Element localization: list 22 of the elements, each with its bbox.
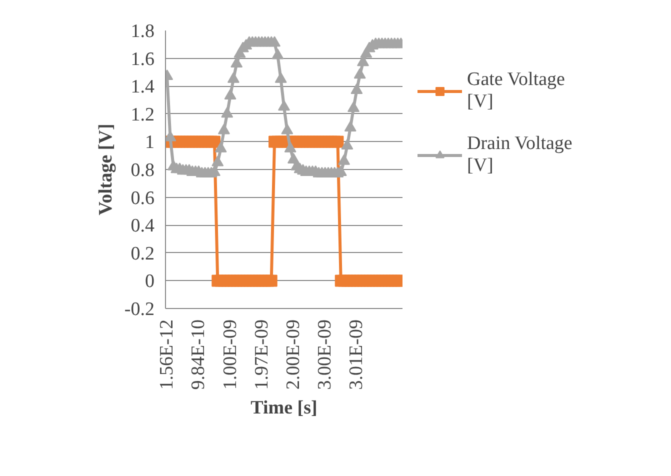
x-axis-title: Time [s] xyxy=(250,398,318,419)
y-tick-label: 0 xyxy=(145,271,154,292)
y-tick-label: 1.6 xyxy=(130,48,154,70)
legend-label: Drain Voltage [V] xyxy=(467,133,572,177)
legend-label: Gate Voltage [V] xyxy=(467,69,565,113)
y-tick-label: 0.4 xyxy=(130,216,155,237)
y-axis-title: Voltage [V] xyxy=(95,124,116,216)
y-tick-label: 1 xyxy=(145,132,154,154)
x-tick-label: 1.00E-09 xyxy=(220,319,241,390)
y-tick-label: 1.2 xyxy=(130,104,154,126)
x-tick-label: 3.01E-09 xyxy=(346,319,368,390)
y-tick-label: 1.4 xyxy=(130,76,155,98)
y-tick-label: 1.8 xyxy=(130,21,154,42)
x-tick-label: 9.84E-10 xyxy=(188,319,210,390)
y-tick-label: 0.6 xyxy=(130,188,154,209)
y-tick-label: 0.2 xyxy=(130,243,154,264)
x-tick-label: 2.00E-09 xyxy=(282,319,304,390)
y-tick-label: -0.2 xyxy=(124,299,154,320)
x-tick-label: 1.56E-12 xyxy=(156,319,178,390)
y-tick-label: 0.8 xyxy=(130,160,154,181)
x-tick-label: 3.00E-09 xyxy=(314,319,336,390)
x-tick-label: 1.97E-09 xyxy=(251,319,272,390)
